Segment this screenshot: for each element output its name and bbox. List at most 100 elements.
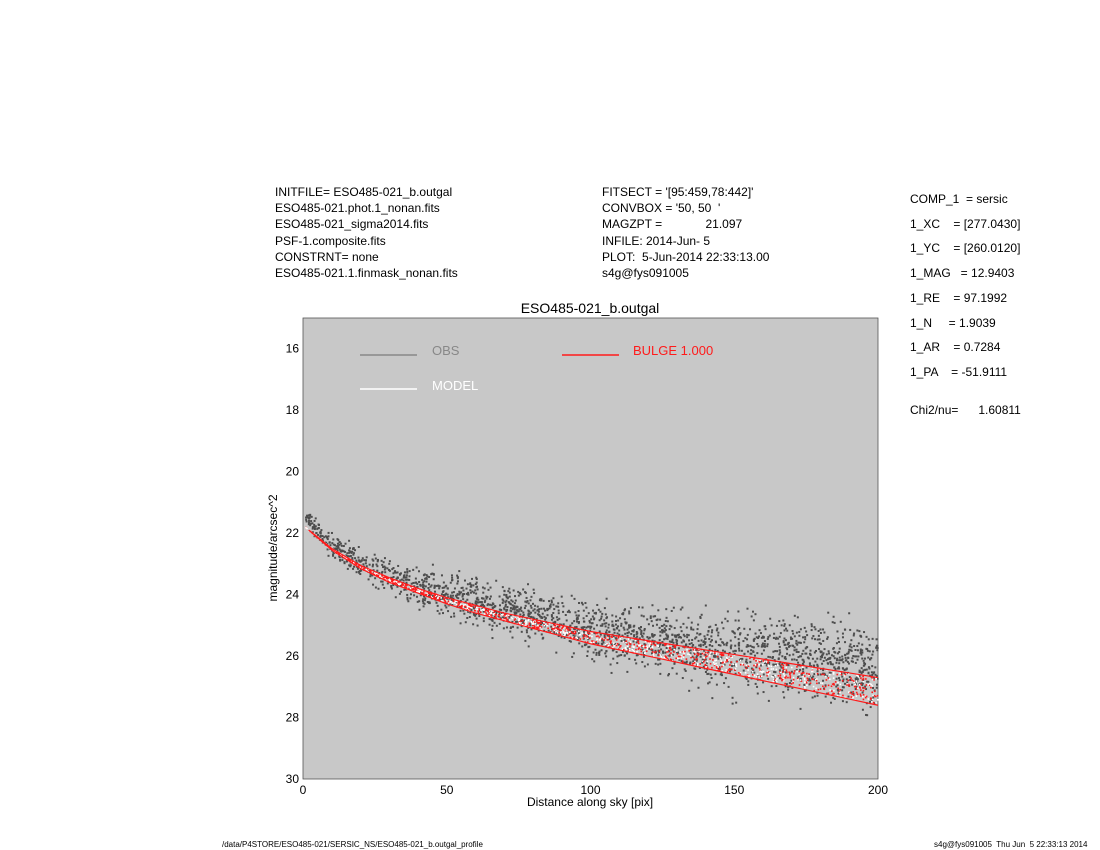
obs-point xyxy=(831,621,834,624)
obs-point xyxy=(601,623,604,626)
obs-point xyxy=(349,555,352,558)
obs-point xyxy=(662,651,665,654)
obs-point xyxy=(820,654,823,657)
obs-point xyxy=(658,626,661,629)
obs-point xyxy=(647,623,650,626)
obs-point xyxy=(734,644,737,647)
obs-point xyxy=(354,549,357,552)
obs-point xyxy=(480,597,483,600)
obs-point xyxy=(586,625,589,628)
obs-point xyxy=(856,678,859,681)
obs-point xyxy=(498,608,501,611)
obs-point xyxy=(683,635,686,638)
bulge-point xyxy=(860,695,862,697)
bulge-point xyxy=(766,667,769,670)
obs-point xyxy=(410,582,413,585)
obs-point xyxy=(709,625,712,628)
obs-point xyxy=(472,607,475,610)
bulge-point xyxy=(373,572,376,574)
bulge-point xyxy=(471,605,473,608)
obs-point xyxy=(728,651,731,654)
obs-point xyxy=(618,633,621,636)
bulge-point xyxy=(606,642,608,645)
fitsect-label: FITSECT = '[95:459,78:442]' xyxy=(602,185,754,199)
obs-point xyxy=(678,658,681,661)
bulge-point xyxy=(726,660,729,662)
obs-point xyxy=(874,702,877,705)
obs-point xyxy=(541,612,544,615)
obs-point xyxy=(651,604,654,607)
bulge-point xyxy=(772,678,775,680)
bulge-point xyxy=(676,650,678,652)
obs-point xyxy=(623,654,626,657)
obs-point xyxy=(628,657,631,660)
obs-point xyxy=(765,664,768,667)
obs-point xyxy=(818,648,821,651)
bulge-point xyxy=(875,702,877,704)
obs-point xyxy=(536,605,539,608)
obs-point xyxy=(666,635,669,638)
obs-point xyxy=(855,655,858,658)
obs-point xyxy=(758,629,761,632)
obs-point xyxy=(399,579,402,582)
obs-point xyxy=(321,535,324,538)
obs-point xyxy=(338,541,341,544)
bulge-point xyxy=(508,619,511,621)
obs-point xyxy=(501,586,504,589)
bulge-point xyxy=(455,600,458,602)
bulge-point xyxy=(402,582,404,585)
obs-point xyxy=(555,651,558,654)
bulge-point xyxy=(493,612,496,615)
obs-point xyxy=(705,645,708,648)
bulge-point xyxy=(559,633,562,636)
bulge-point xyxy=(458,602,461,604)
obs-point xyxy=(861,651,864,654)
obs-point xyxy=(424,585,427,588)
obs-point xyxy=(737,619,740,622)
bulge-point xyxy=(767,660,769,662)
y-tick-label: 16 xyxy=(286,342,300,356)
obs-point xyxy=(396,571,399,574)
obs-point xyxy=(610,671,613,674)
bulge-point xyxy=(693,648,696,650)
bulge-point xyxy=(534,620,537,623)
obs-point xyxy=(875,675,878,678)
obs-point xyxy=(868,700,871,703)
obs-point xyxy=(841,689,844,692)
obs-point xyxy=(637,639,640,642)
bulge-point xyxy=(806,684,808,687)
obs-point xyxy=(421,578,424,581)
obs-point xyxy=(783,657,786,660)
bulge-point xyxy=(873,679,875,681)
obs-point xyxy=(751,610,754,613)
obs-point xyxy=(738,644,741,647)
y-tick-label: 24 xyxy=(286,588,300,602)
obs-point xyxy=(309,524,312,527)
obs-point xyxy=(635,662,638,665)
bulge-point xyxy=(586,636,589,638)
obs-point xyxy=(511,620,514,623)
obs-point xyxy=(811,696,814,699)
bulge-point xyxy=(789,675,792,677)
obs-point xyxy=(421,600,424,603)
obs-point xyxy=(641,648,644,651)
bulge-point xyxy=(875,678,877,680)
bulge-point xyxy=(385,576,388,579)
obs-point xyxy=(469,583,472,586)
obs-point xyxy=(334,556,337,559)
bulge-point xyxy=(715,653,718,656)
obs-point xyxy=(799,707,802,710)
obs-point xyxy=(372,583,375,586)
obs-point xyxy=(698,644,701,647)
obs-point xyxy=(604,613,607,616)
bulge-point xyxy=(759,659,761,662)
obs-point xyxy=(787,688,790,691)
obs-point xyxy=(475,617,478,620)
obs-point xyxy=(462,598,465,601)
obs-point xyxy=(434,590,437,593)
obs-point xyxy=(410,593,413,596)
obs-point xyxy=(590,618,593,621)
obs-point xyxy=(524,639,527,642)
bulge-point xyxy=(405,584,407,587)
obs-point xyxy=(640,629,643,632)
